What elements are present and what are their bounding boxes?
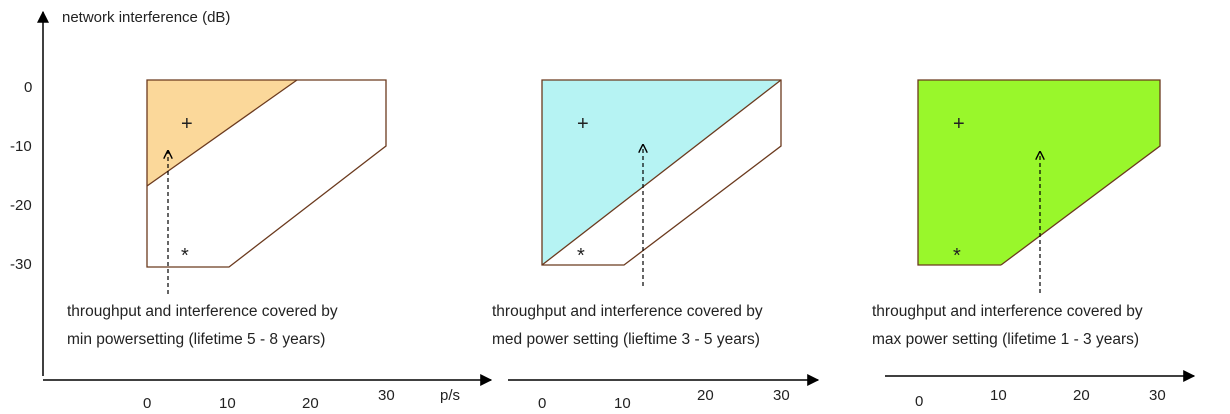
y-tick-0: 0 bbox=[24, 79, 32, 96]
x-tick-0: 0 bbox=[915, 393, 923, 410]
caption-line-1: throughput and interference covered by bbox=[492, 303, 763, 320]
plus-marker: + bbox=[181, 113, 193, 135]
operating-range-outline bbox=[917, 79, 1161, 266]
caption-line-1: throughput and interference covered by bbox=[872, 303, 1143, 320]
operating-range-outline bbox=[541, 79, 782, 266]
x-tick-20: 20 bbox=[302, 395, 319, 412]
plus-marker: + bbox=[577, 113, 589, 135]
y-tick-minus-30: -30 bbox=[10, 256, 32, 273]
panel-max-power: + * throughput and interference covered … bbox=[872, 79, 1196, 410]
star-marker: * bbox=[577, 245, 585, 267]
caption-line-1: throughput and interference covered by bbox=[67, 303, 338, 320]
x-tick-30: 30 bbox=[773, 387, 790, 404]
star-marker: * bbox=[953, 245, 961, 267]
x-tick-20: 20 bbox=[1073, 387, 1090, 404]
panel-min-power: + * throughput and interference covered … bbox=[43, 79, 493, 412]
coverage-boundary bbox=[541, 79, 782, 266]
x-tick-0: 0 bbox=[143, 395, 151, 412]
x-tick-10: 10 bbox=[614, 395, 631, 412]
x-tick-0: 0 bbox=[538, 395, 546, 412]
star-marker: * bbox=[181, 245, 189, 267]
caption-line-2: min powersetting (lifetime 5 - 8 years) bbox=[67, 331, 325, 348]
y-axis-label: network interference (dB) bbox=[62, 9, 230, 26]
x-tick-30: 30 bbox=[378, 387, 395, 404]
x-unit-label: p/s bbox=[440, 387, 460, 404]
y-tick-minus-10: -10 bbox=[10, 138, 32, 155]
caption-line-2: med power setting (lieftime 3 - 5 years) bbox=[492, 331, 760, 348]
x-tick-10: 10 bbox=[219, 395, 236, 412]
x-tick-30: 30 bbox=[1149, 387, 1166, 404]
y-tick-minus-20: -20 bbox=[10, 197, 32, 214]
caption-line-2: max power setting (lifetime 1 - 3 years) bbox=[872, 331, 1139, 348]
x-tick-10: 10 bbox=[990, 387, 1007, 404]
plus-marker: + bbox=[953, 113, 965, 135]
panel-med-power: + * throughput and interference covered … bbox=[492, 79, 820, 412]
coverage-boundary bbox=[146, 79, 298, 187]
x-tick-20: 20 bbox=[697, 387, 714, 404]
coverage-region-max bbox=[918, 80, 1160, 265]
operating-range-outline bbox=[146, 79, 387, 268]
